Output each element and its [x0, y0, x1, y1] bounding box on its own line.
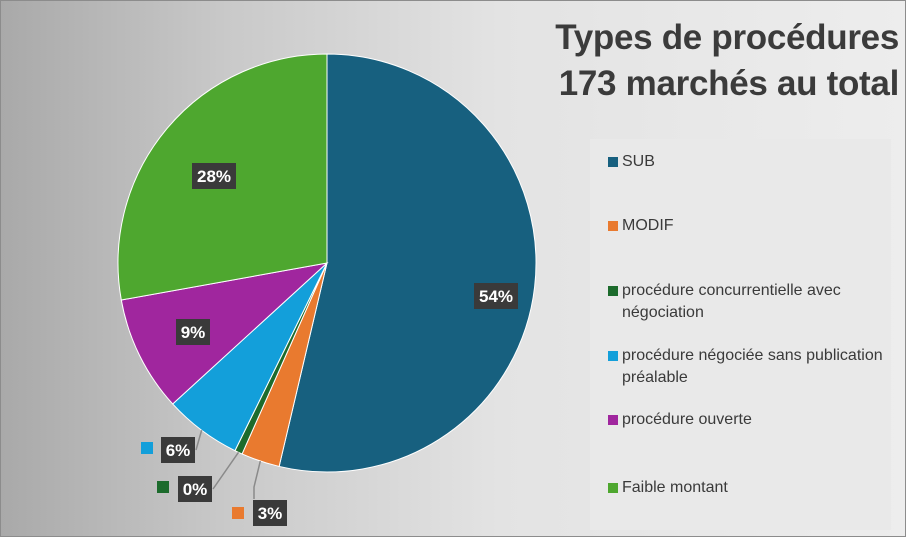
legend-item-modif[interactable]: MODIF — [608, 215, 883, 237]
data-labels: 54% 3% 0% 6% 9% 28% — [141, 163, 518, 526]
legend-swatch-modif — [608, 221, 618, 231]
legend-item-sub[interactable]: SUB — [608, 151, 883, 173]
legend-label-sub: SUB — [622, 153, 655, 170]
legend-label-procedure-concurrentielle: procédure concurrentielle avec négociati… — [622, 282, 841, 321]
label-key-modif — [232, 507, 244, 519]
legend-label-procedure-negociee: procédure négociée sans publication préa… — [622, 347, 883, 386]
pie-slice-sub[interactable] — [278, 53, 537, 473]
legend-swatch-faible-montant — [608, 483, 618, 493]
legend-label-modif: MODIF — [622, 217, 674, 234]
legend-item-procedure-ouverte[interactable]: procédure ouverte — [608, 409, 883, 431]
leader-line-procedure-concurrentielle — [212, 451, 240, 490]
chart-title: Types de procédures 173 marchés au total — [479, 15, 899, 107]
legend-swatch-sub — [608, 157, 618, 167]
data-label-procedure-ouverte: 9% — [181, 323, 206, 342]
data-label-box-procedure-concurrentielle — [178, 476, 212, 502]
chart-title-line-2: 173 marchés au total — [558, 64, 900, 103]
data-label-sub: 54% — [479, 287, 513, 306]
legend-item-faible-montant[interactable]: Faible montant — [608, 477, 883, 499]
legend-swatch-procedure-negociee — [608, 351, 618, 361]
data-label-box-sub — [474, 283, 518, 309]
chart-title-line-1: Types de procédures — [555, 18, 899, 57]
legend-swatch-procedure-concurrentielle — [608, 286, 618, 296]
data-label-procedure-concurrentielle: 0% — [183, 480, 208, 499]
data-label-faible-montant: 28% — [197, 167, 231, 186]
legend-swatch-procedure-ouverte — [608, 415, 618, 425]
legend-label-faible-montant: Faible montant — [622, 479, 728, 496]
data-label-box-modif — [253, 500, 287, 526]
pie-slices — [117, 53, 537, 473]
pie-slice-procedure-ouverte[interactable] — [120, 262, 329, 405]
legend-item-procedure-negociee[interactable]: procédure négociée sans publication préa… — [608, 345, 883, 389]
legend: SUB MODIF procédure concurrentielle avec… — [590, 139, 891, 530]
label-key-procedure-concurrentielle — [157, 481, 169, 493]
label-key-procedure-negociee — [141, 442, 153, 454]
data-label-box-procedure-ouverte — [176, 319, 210, 345]
leader-line-modif — [253, 460, 262, 499]
data-label-procedure-negociee: 6% — [166, 441, 191, 460]
data-label-box-procedure-negociee — [161, 437, 195, 463]
leader-line-procedure-negociee — [195, 430, 203, 451]
data-label-modif: 3% — [258, 504, 283, 523]
legend-label-procedure-ouverte: procédure ouverte — [622, 411, 752, 428]
data-label-box-faible-montant — [192, 163, 236, 189]
legend-item-procedure-concurrentielle[interactable]: procédure concurrentielle avec négociati… — [608, 280, 883, 324]
